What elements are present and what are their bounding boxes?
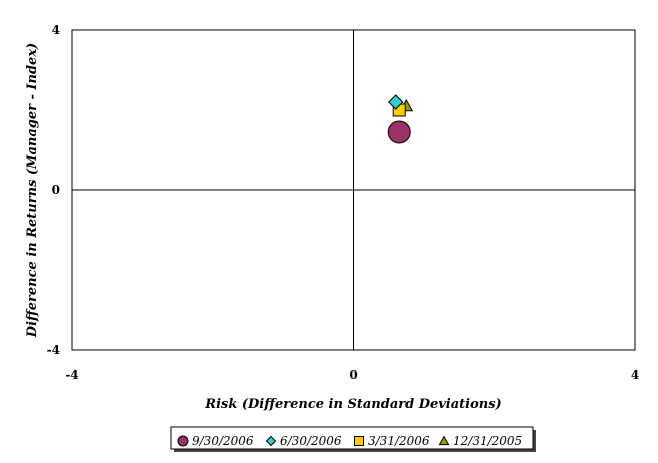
legend: 9/30/2006 6/30/2006 3/31/2006 12/31/2005: [170, 426, 536, 452]
zero-lines: [72, 30, 635, 350]
legend-marker-square: [354, 436, 364, 446]
legend-label: 3/31/2006: [368, 434, 430, 448]
y-tick-label: 0: [52, 183, 60, 197]
x-tick-label: 4: [631, 368, 639, 382]
legend-item: 3/31/2006: [354, 434, 430, 448]
x-axis-title: Risk (Difference in Standard Deviations): [204, 397, 501, 412]
y-tick-label: -4: [47, 343, 60, 357]
legend-label: 6/30/2006: [280, 434, 342, 448]
tick-labels: -4 0 4 4 0 -4: [47, 23, 640, 382]
data-points: [387, 94, 414, 144]
x-tick-label: -4: [65, 368, 78, 382]
legend-marker-diamond: [265, 435, 277, 447]
legend-marker-triangle: [438, 435, 450, 446]
legend-item: 12/31/2005: [438, 434, 522, 448]
legend-label: 9/30/2006: [192, 434, 254, 448]
data-point-circle: [387, 120, 411, 144]
legend-label: 12/31/2005: [453, 434, 522, 448]
data-point-diamond: [388, 94, 404, 110]
y-axis-title: Difference in Returns (Manager - Index): [25, 43, 40, 338]
x-tick-label: 0: [349, 368, 357, 382]
y-tick-label: 4: [52, 23, 60, 37]
legend-items: 9/30/2006 6/30/2006 3/31/2006 12/31/2005: [177, 434, 522, 448]
legend-item: 6/30/2006: [265, 434, 342, 448]
legend-item: 9/30/2006: [177, 434, 254, 448]
legend-marker-circle: [177, 435, 189, 447]
